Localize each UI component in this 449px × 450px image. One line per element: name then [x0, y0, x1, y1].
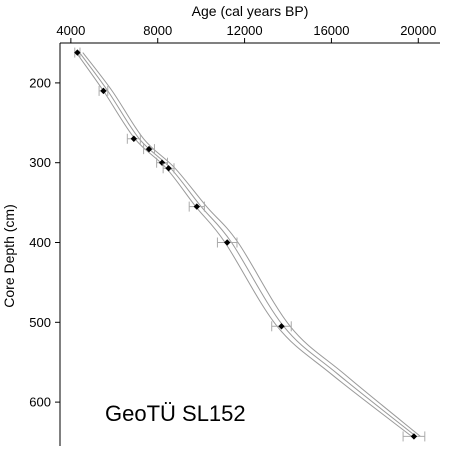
- y-axis-title: Core Depth (cm): [1, 204, 17, 307]
- data-point: [278, 323, 285, 330]
- x-tick-label: 20000: [400, 23, 436, 38]
- core-label: GeoTÜ SL152: [105, 401, 246, 426]
- data-point: [100, 87, 107, 95]
- y-tick-label: 300: [29, 155, 51, 170]
- envelope-line: [79, 52, 417, 437]
- axes: [59, 42, 440, 446]
- data-point: [165, 165, 172, 172]
- data-point: [145, 145, 153, 153]
- x-tick-label: 4000: [56, 23, 85, 38]
- data-point: [410, 433, 418, 440]
- data-point: [74, 49, 81, 56]
- x-ticks: 4000 8000 12000 16000 20000: [56, 23, 436, 43]
- y-tick-label: 500: [29, 315, 51, 330]
- data-point: [158, 159, 166, 166]
- envelope-line: [75, 52, 413, 437]
- y-tick-label: 400: [29, 235, 51, 250]
- x-tick-label: 8000: [143, 23, 172, 38]
- data-point: [224, 239, 231, 246]
- x-tick-label: 16000: [313, 23, 349, 38]
- y-tick-label: 200: [29, 75, 51, 90]
- envelope-lines: [75, 52, 421, 437]
- data-point: [130, 135, 138, 142]
- x-axis-title: Age (cal years BP): [192, 3, 309, 19]
- envelope-line: [82, 52, 421, 437]
- dated-points: [74, 47, 426, 442]
- y-tick-label: 600: [29, 395, 51, 410]
- y-ticks: 200 300 400 500 600: [29, 75, 60, 410]
- x-tick-label: 12000: [226, 23, 262, 38]
- data-point: [193, 203, 200, 210]
